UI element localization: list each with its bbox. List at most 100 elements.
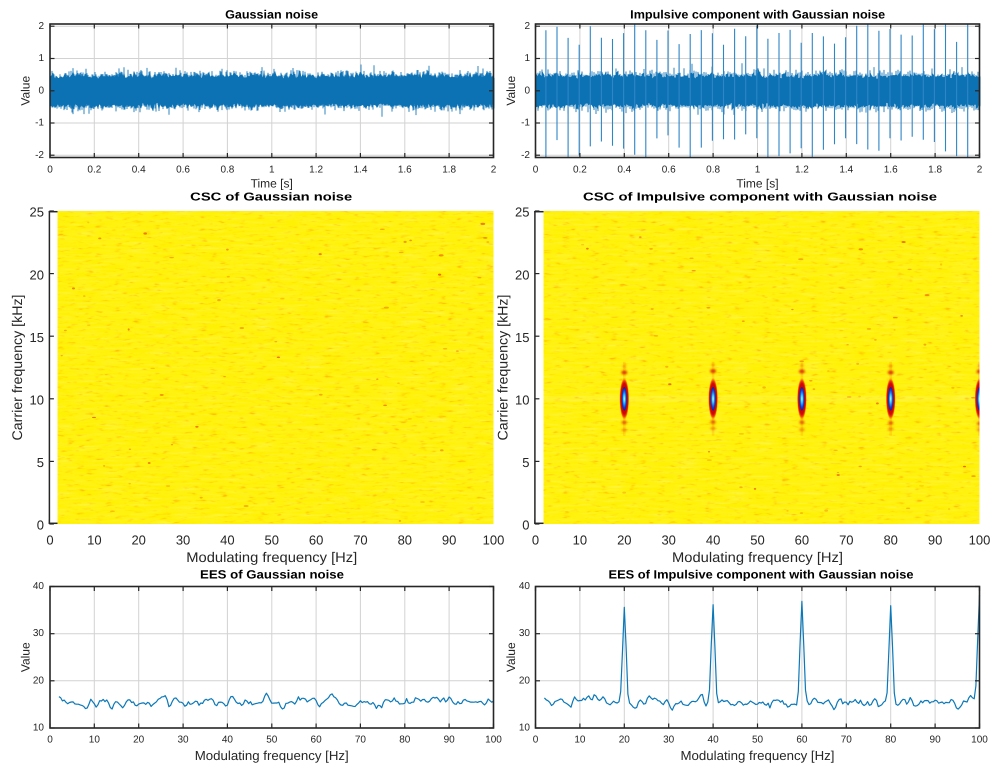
svg-text:Modulating frequency [Hz]: Modulating frequency [Hz]: [681, 748, 835, 763]
svg-text:0: 0: [46, 533, 53, 548]
svg-text:1.8: 1.8: [442, 165, 456, 176]
svg-text:25: 25: [515, 205, 529, 220]
svg-text:10: 10: [519, 723, 531, 734]
svg-text:60: 60: [796, 735, 808, 746]
svg-text:0.4: 0.4: [617, 165, 631, 176]
svg-text:0.2: 0.2: [573, 165, 587, 176]
svg-text:40: 40: [706, 533, 720, 548]
svg-text:100: 100: [971, 735, 988, 746]
svg-text:-1: -1: [521, 118, 530, 129]
svg-text:10: 10: [87, 533, 101, 548]
svg-text:70: 70: [841, 735, 853, 746]
svg-text:1.4: 1.4: [353, 165, 367, 176]
svg-text:0: 0: [37, 518, 44, 533]
svg-text:25: 25: [30, 205, 44, 220]
svg-text:Impulsive component with Gauss: Impulsive component with Gaussian noise: [630, 7, 885, 21]
svg-text:-2: -2: [521, 150, 530, 161]
svg-text:0.8: 0.8: [220, 165, 234, 176]
svg-text:Value: Value: [19, 642, 33, 672]
svg-text:EES of Gaussian noise: EES of Gaussian noise: [200, 568, 344, 582]
svg-text:30: 30: [176, 533, 190, 548]
svg-text:Carrier frequency [kHz]: Carrier frequency [kHz]: [495, 295, 511, 441]
svg-text:0: 0: [524, 85, 530, 96]
svg-text:40: 40: [222, 735, 234, 746]
svg-text:80: 80: [885, 735, 897, 746]
svg-text:20: 20: [515, 267, 529, 282]
svg-text:30: 30: [177, 735, 189, 746]
svg-text:1.2: 1.2: [309, 165, 323, 176]
svg-text:40: 40: [33, 581, 45, 592]
svg-text:10: 10: [573, 533, 587, 548]
svg-text:70: 70: [839, 533, 853, 548]
svg-text:20: 20: [617, 533, 631, 548]
svg-text:80: 80: [883, 533, 897, 548]
svg-text:CSC of Gaussian noise: CSC of Gaussian noise: [190, 192, 352, 204]
svg-text:10: 10: [33, 723, 45, 734]
svg-text:30: 30: [661, 533, 675, 548]
svg-text:Modulating frequency [Hz]: Modulating frequency [Hz]: [186, 549, 357, 565]
svg-text:30: 30: [663, 735, 675, 746]
svg-text:10: 10: [30, 393, 44, 408]
svg-text:0: 0: [533, 165, 539, 176]
svg-text:80: 80: [398, 533, 412, 548]
svg-text:40: 40: [708, 735, 720, 746]
svg-text:100: 100: [485, 735, 502, 746]
svg-text:Gaussian noise: Gaussian noise: [225, 7, 318, 21]
svg-text:-1: -1: [35, 118, 44, 129]
svg-text:EES of Impulsive component wit: EES of Impulsive component with Gaussian…: [609, 568, 914, 582]
svg-text:10: 10: [89, 735, 101, 746]
svg-text:20: 20: [133, 735, 145, 746]
svg-text:80: 80: [399, 735, 411, 746]
svg-text:0: 0: [47, 735, 53, 746]
svg-text:30: 30: [519, 628, 531, 639]
svg-text:0: 0: [47, 165, 53, 176]
svg-text:2: 2: [38, 21, 44, 32]
svg-text:2: 2: [491, 165, 497, 176]
svg-text:Value: Value: [504, 76, 518, 106]
svg-text:1.6: 1.6: [398, 165, 412, 176]
svg-text:5: 5: [522, 455, 529, 470]
svg-text:0: 0: [522, 518, 529, 533]
svg-text:60: 60: [795, 533, 809, 548]
svg-text:20: 20: [33, 675, 45, 686]
svg-text:15: 15: [515, 330, 529, 345]
svg-text:1.2: 1.2: [795, 165, 809, 176]
svg-text:0: 0: [38, 85, 44, 96]
svg-text:0.6: 0.6: [176, 165, 190, 176]
svg-text:10: 10: [574, 735, 586, 746]
svg-text:0.2: 0.2: [87, 165, 101, 176]
svg-text:10: 10: [515, 393, 529, 408]
svg-text:60: 60: [309, 533, 323, 548]
svg-text:90: 90: [444, 735, 456, 746]
svg-text:0: 0: [533, 735, 539, 746]
svg-text:70: 70: [355, 735, 367, 746]
svg-text:20: 20: [131, 533, 145, 548]
svg-text:50: 50: [265, 533, 279, 548]
svg-text:1: 1: [269, 165, 275, 176]
svg-text:30: 30: [33, 628, 45, 639]
svg-text:Modulating frequency [Hz]: Modulating frequency [Hz]: [672, 549, 843, 565]
svg-text:-2: -2: [35, 150, 44, 161]
svg-text:CSC of Impulsive component wit: CSC of Impulsive component with Gaussian…: [583, 192, 937, 204]
svg-text:100: 100: [969, 533, 991, 548]
svg-text:50: 50: [266, 735, 278, 746]
svg-text:2: 2: [524, 21, 530, 32]
svg-text:Value: Value: [504, 642, 518, 672]
svg-text:70: 70: [353, 533, 367, 548]
svg-text:0.8: 0.8: [706, 165, 720, 176]
svg-text:1.4: 1.4: [839, 165, 853, 176]
svg-text:100: 100: [483, 533, 505, 548]
svg-text:20: 20: [519, 675, 531, 686]
svg-text:1.6: 1.6: [884, 165, 898, 176]
svg-text:90: 90: [442, 533, 456, 548]
svg-text:60: 60: [311, 735, 323, 746]
svg-text:20: 20: [619, 735, 631, 746]
svg-text:0.4: 0.4: [132, 165, 146, 176]
svg-text:90: 90: [930, 735, 942, 746]
svg-text:1: 1: [755, 165, 761, 176]
svg-text:50: 50: [750, 533, 764, 548]
svg-text:Value: Value: [19, 76, 33, 106]
svg-text:5: 5: [37, 455, 44, 470]
svg-text:Time [s]: Time [s]: [251, 177, 293, 191]
svg-text:Modulating frequency [Hz]: Modulating frequency [Hz]: [195, 748, 349, 763]
